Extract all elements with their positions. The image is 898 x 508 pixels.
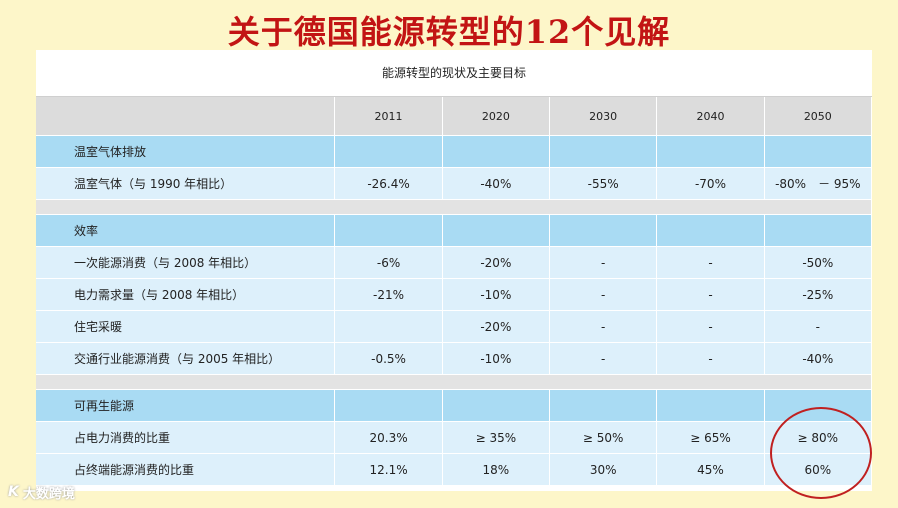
cell-value: ≥ 35% [442, 421, 551, 454]
row-label: 占终端能源消费的比重 [36, 453, 336, 486]
cell-value: -10% [442, 278, 551, 311]
cell-value: - [549, 278, 658, 311]
table-row: 占电力消费的比重 20.3% ≥ 35% ≥ 50% ≥ 65% ≥ 80% [36, 421, 872, 454]
section-row-efficiency: 效率 [36, 214, 872, 247]
header-blank [36, 97, 336, 136]
table-caption: 能源转型的现状及主要目标 [36, 50, 872, 97]
cell-value: -0.5% [334, 342, 443, 375]
cell-value: -55% [549, 167, 658, 200]
table-row: 电力需求量（与 2008 年相比） -21% -10% - - -25% [36, 278, 872, 311]
cell-value: -6% [334, 246, 443, 279]
table-row: 占终端能源消费的比重 12.1% 18% 30% 45% 60% [36, 453, 872, 486]
year-header: 2030 [549, 97, 658, 136]
cell-value: 45% [656, 453, 765, 486]
year-header-row: 2011 2020 2030 2040 2050 [36, 97, 872, 136]
row-label: 电力需求量（与 2008 年相比） [36, 278, 336, 311]
cell-value: - [656, 310, 765, 343]
watermark-text: 大数跨境 [22, 486, 75, 502]
row-label: 一次能源消费（与 2008 年相比） [36, 246, 336, 279]
group-spacer [36, 199, 872, 215]
watermark: K 大数跨境 [8, 482, 75, 502]
cell-value: ≥ 65% [656, 421, 765, 454]
row-label: 温室气体（与 1990 年相比） [36, 167, 336, 200]
section-label: 可再生能源 [36, 389, 336, 422]
cell-value: - [656, 246, 765, 279]
row-label: 住宅采暖 [36, 310, 336, 343]
cell-value: -40% [764, 342, 872, 375]
cell-value: ≥ 80% [764, 421, 872, 454]
cell-value: - [656, 278, 765, 311]
cell-value: 12.1% [334, 453, 443, 486]
year-header: 2050 [764, 97, 872, 136]
cell-value: 18% [442, 453, 551, 486]
row-label: 交通行业能源消费（与 2005 年相比） [36, 342, 336, 375]
cell-value: ≥ 50% [549, 421, 658, 454]
cell-value: 60% [764, 453, 872, 486]
cell-value: -70% [656, 167, 765, 200]
cell-value: 20.3% [334, 421, 443, 454]
cell-value: -80% － 95% [764, 167, 872, 200]
table-row: 交通行业能源消费（与 2005 年相比） -0.5% -10% - - -40% [36, 342, 872, 375]
cell-value: -40% [442, 167, 551, 200]
cell-value: -10% [442, 342, 551, 375]
cell-value [334, 310, 443, 343]
cell-value: 30% [549, 453, 658, 486]
slide-title: 关于德国能源转型的12个见解 [227, 13, 671, 51]
cell-value: -20% [442, 246, 551, 279]
cell-value: - [764, 310, 872, 343]
cell-value: - [549, 246, 658, 279]
watermark-logo: K [8, 484, 19, 500]
section-row-emissions: 温室气体排放 [36, 135, 872, 168]
group-spacer [36, 374, 872, 390]
cell-value: -25% [764, 278, 872, 311]
targets-table: 能源转型的现状及主要目标 2011 2020 2030 2040 2050 温室… [36, 50, 872, 491]
year-header: 2020 [442, 97, 551, 136]
cell-value: -20% [442, 310, 551, 343]
section-label: 温室气体排放 [36, 135, 336, 168]
table-row: 一次能源消费（与 2008 年相比） -6% -20% - - -50% [36, 246, 872, 279]
cell-value: - [656, 342, 765, 375]
cell-value: -26.4% [334, 167, 443, 200]
cell-value: -21% [334, 278, 443, 311]
cell-value: - [549, 342, 658, 375]
row-label: 占电力消费的比重 [36, 421, 336, 454]
table-row: 住宅采暖 -20% - - - [36, 310, 872, 343]
year-header: 2040 [656, 97, 765, 136]
table-row: 温室气体（与 1990 年相比） -26.4% -40% -55% -70% -… [36, 167, 872, 200]
section-label: 效率 [36, 214, 336, 247]
year-header: 2011 [334, 97, 443, 136]
section-row-renewables: 可再生能源 [36, 389, 872, 422]
cell-value: - [549, 310, 658, 343]
cell-value: -50% [764, 246, 872, 279]
targets-grid: 2011 2020 2030 2040 2050 温室气体排放 温室气体（与 1… [36, 97, 872, 486]
